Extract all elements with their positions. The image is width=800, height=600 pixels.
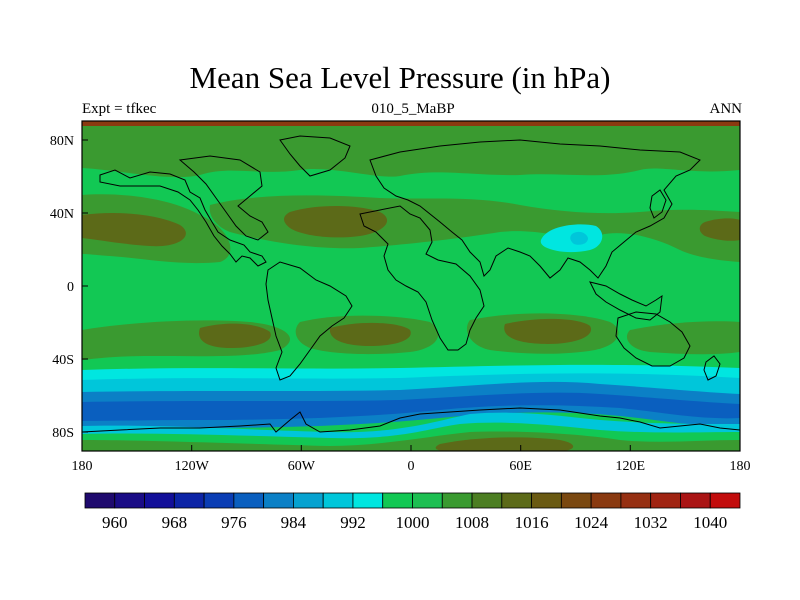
colorbar-box-7	[293, 492, 324, 509]
colorbar-box-17	[590, 492, 622, 509]
x-tick-label-60w: 60W	[288, 459, 316, 474]
coast-antarctica	[82, 407, 740, 433]
coast-south-america	[265, 261, 353, 381]
colorbar-label-984: 984	[281, 513, 307, 532]
coast-europe-africa	[359, 205, 485, 351]
band-arctic-high	[82, 126, 740, 178]
coast-greenland	[279, 135, 351, 177]
pressure-field	[82, 121, 740, 451]
season-label: ANN	[709, 101, 743, 117]
colorbar-label-1040: 1040	[693, 513, 727, 532]
x-tick-label-180w: 180	[72, 459, 93, 474]
coast-eurasia-north	[369, 139, 701, 279]
band-southern-trough-core	[82, 392, 740, 421]
band-south-atlantic-core	[329, 322, 411, 346]
band-south-subtropic-core	[199, 323, 271, 348]
band-antarctic-high	[82, 431, 740, 451]
coast-japan	[649, 189, 667, 219]
colorbar-box-11	[412, 492, 443, 509]
x-tick-label-120e: 120E	[616, 459, 646, 474]
colorbar-label-1000: 1000	[396, 513, 430, 532]
coast-australia	[615, 311, 691, 367]
colorbar-box-9	[352, 492, 384, 509]
x-tick-label-120w: 120W	[175, 459, 210, 474]
x-tick-label-180e: 180	[730, 459, 751, 474]
coastlines	[82, 135, 740, 433]
colorbar-label-1032: 1032	[634, 513, 668, 532]
colorbar-box-13	[471, 492, 503, 509]
colorbar-labels: 960 968 976 984 992 1000 1008 1016 1024 …	[102, 513, 727, 532]
colorbar-label-992: 992	[340, 513, 366, 532]
colorbar-box-5	[233, 492, 265, 509]
band-antarctic-core	[435, 437, 574, 451]
coast-north-america	[99, 169, 267, 267]
band-north-mid-core	[82, 213, 186, 247]
colorbar-box-16	[560, 492, 592, 509]
colorbar-box-8	[322, 492, 354, 509]
experiment-label: Expt = tfkec	[82, 101, 157, 117]
colorbar-label-1016: 1016	[515, 513, 549, 532]
coast-new-zealand	[703, 355, 721, 381]
x-tick-marks	[81, 445, 741, 451]
colorbar	[84, 492, 741, 509]
colorbar-box-18	[620, 492, 652, 509]
colorbar-box-19	[650, 492, 681, 509]
colorbar-box-20	[680, 492, 711, 509]
coast-southeast-asia	[589, 281, 663, 321]
colorbar-box-10	[382, 492, 413, 509]
colorbar-box-1	[114, 492, 145, 509]
colorbar-label-960: 960	[102, 513, 128, 532]
colorbar-box-14	[501, 492, 532, 509]
colorbar-box-6	[263, 492, 294, 509]
colorbar-box-21	[709, 492, 741, 509]
x-tick-label-0: 0	[408, 459, 415, 474]
colorbar-box-2	[144, 492, 175, 509]
x-tick-label-60e: 60E	[509, 459, 532, 474]
y-tick-label-0: 0	[67, 280, 74, 295]
colorbar-box-4	[203, 492, 235, 509]
y-tick-marks	[82, 139, 88, 433]
colorbar-label-968: 968	[162, 513, 188, 532]
y-tick-label-40s: 40S	[52, 353, 74, 368]
y-tick-label-80n: 80N	[50, 134, 74, 149]
band-north-pacific-core	[699, 218, 740, 241]
y-tick-label-80s: 80S	[52, 426, 74, 441]
colorbar-box-3	[173, 492, 205, 509]
colorbar-label-1008: 1008	[455, 513, 489, 532]
colorbar-box-15	[531, 492, 562, 509]
y-tick-label-40n: 40N	[50, 207, 74, 222]
band-south-pacific	[626, 321, 740, 355]
coast-north-canada	[178, 155, 269, 241]
band-south-indian-core	[504, 318, 592, 344]
colorbar-box-0	[84, 492, 116, 509]
colorbar-label-1024: 1024	[574, 513, 609, 532]
colorbar-box-12	[441, 492, 473, 509]
map-title: Mean Sea Level Pressure (in hPa)	[189, 60, 611, 95]
period-label: 010_5_MaBP	[371, 101, 455, 117]
colorbar-label-976: 976	[221, 513, 247, 532]
band-arctic	[82, 121, 740, 126]
low-cell-asia-core	[570, 231, 588, 245]
